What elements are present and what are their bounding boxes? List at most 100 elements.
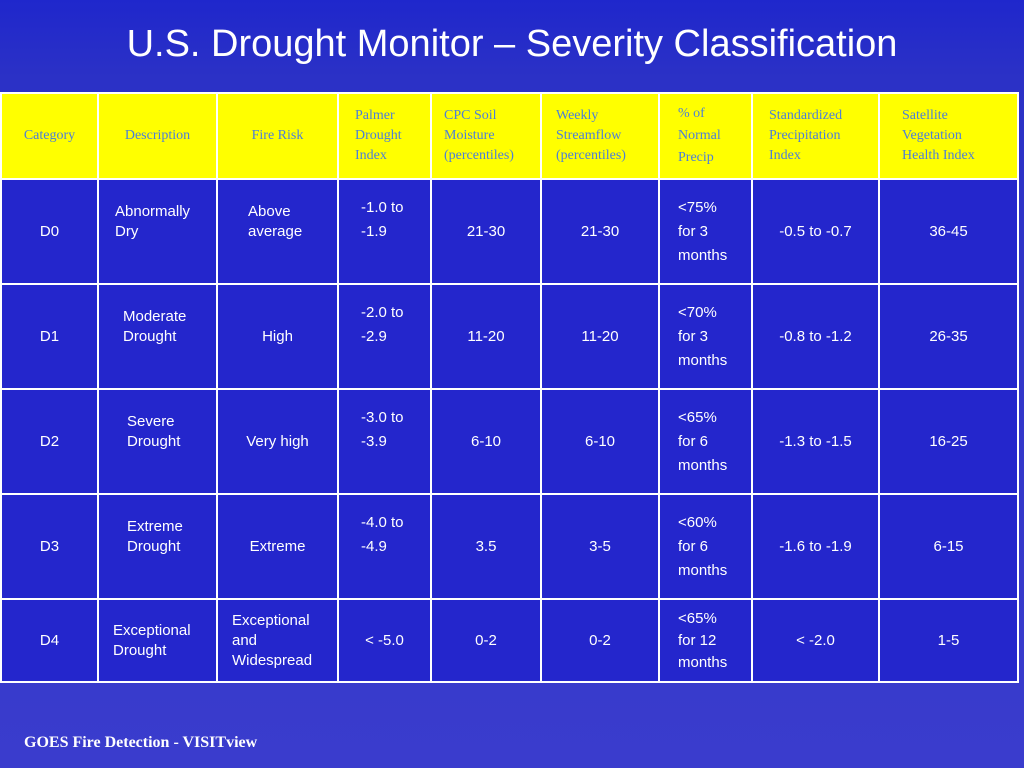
cell-spi: -0.8 to -1.2 — [751, 283, 880, 390]
cell-line: < -5.0 — [365, 631, 404, 649]
cell-soil-moisture: 0-2 — [430, 598, 542, 683]
header-line: (percentiles) — [556, 148, 626, 163]
cell-category: D2 — [0, 388, 99, 495]
cell-line: Dry — [115, 223, 139, 240]
cell-line: <65% — [678, 408, 717, 426]
cell-line: for 6 — [678, 432, 709, 450]
header-category: Category — [0, 92, 99, 180]
cell-vhi: 16-25 — [878, 388, 1019, 495]
cell-precip: <65% for 6 months — [658, 388, 753, 495]
cell-line: -1.9 — [361, 223, 387, 240]
slide-title: U.S. Drought Monitor – Severity Classifi… — [126, 23, 898, 65]
cell-category: D4 — [0, 598, 99, 683]
header-weekly-streamflow: Weekly Streamflow (percentiles) — [540, 92, 660, 180]
header-line: Streamflow — [556, 128, 622, 143]
cell-line: Exceptional — [113, 621, 191, 639]
cell-category: D0 — [0, 178, 99, 285]
cell-palmer: -2.0 to -2.9 — [337, 283, 432, 390]
cell-line: Drought — [123, 328, 177, 345]
cell-line: <65% — [678, 609, 717, 627]
cell-fire-risk: High — [216, 283, 339, 390]
cell-precip: <70% for 3 months — [658, 283, 753, 390]
cell-category: D1 — [0, 283, 99, 390]
cell-line: months — [678, 653, 728, 671]
cell-line: months — [678, 246, 728, 264]
cell-fire-risk: Extreme — [216, 493, 339, 600]
cell-line: Drought — [113, 641, 167, 659]
cell-line: <75% — [678, 198, 717, 216]
cell-vhi: 6-15 — [878, 493, 1019, 600]
cell-palmer: -3.0 to -3.9 — [337, 388, 432, 495]
cell-line: Severe — [127, 413, 175, 430]
cell-fire-risk: Above average — [216, 178, 339, 285]
cell-spi: < -2.0 — [751, 598, 880, 683]
header-line: Weekly — [556, 108, 599, 123]
cell-fire-risk: Exceptional and Widespread — [216, 598, 339, 683]
header-line: Precip — [678, 150, 714, 165]
header-fire-risk: Fire Risk — [216, 92, 339, 180]
header-line: Health Index — [902, 148, 975, 163]
cell-line: Moderate — [123, 308, 187, 325]
cell-line: for 12 — [678, 631, 717, 649]
cell-line: -3.9 — [361, 433, 387, 450]
cell-line: Extreme — [249, 537, 306, 555]
cell-streamflow: 3-5 — [540, 493, 660, 600]
cell-line: High — [262, 327, 293, 345]
header-line: Index — [769, 148, 801, 163]
cell-spi: -0.5 to -0.7 — [751, 178, 880, 285]
header-standardized-precipitation-index: Standardized Precipitation Index — [751, 92, 880, 180]
cell-line: for 3 — [678, 222, 709, 240]
cell-soil-moisture: 11-20 — [430, 283, 542, 390]
header-percent-normal-precip: % of Normal Precip — [658, 92, 753, 180]
header-line: (percentiles) — [444, 148, 514, 163]
cell-palmer: < -5.0 — [337, 598, 432, 683]
table-row: D2 Severe Drought Very high -3.0 to -3.9… — [0, 388, 1019, 495]
header-description: Description — [97, 92, 218, 180]
slide-footer: GOES Fire Detection - VISITview — [24, 734, 258, 751]
cell-palmer: -1.0 to -1.9 — [337, 178, 432, 285]
cell-line: Very high — [246, 432, 309, 450]
cell-category: D3 — [0, 493, 99, 600]
cell-description: Exceptional Drought — [97, 598, 218, 683]
cell-line: -4.0 to — [361, 514, 404, 531]
header-line: CPC Soil — [444, 108, 497, 123]
header-palmer-drought-index: Palmer Drought Index — [337, 92, 432, 180]
header-line: Index — [355, 148, 387, 163]
cell-line: -2.9 — [361, 328, 387, 345]
cell-vhi: 1-5 — [878, 598, 1019, 683]
cell-line: average — [248, 223, 303, 240]
cell-line: -2.0 to — [361, 304, 404, 321]
cell-soil-moisture: 21-30 — [430, 178, 542, 285]
cell-line: Exceptional — [232, 611, 310, 629]
header-line: Normal — [678, 128, 721, 143]
table-row: D4 Exceptional Drought Exceptional and W… — [0, 598, 1019, 683]
cell-streamflow: 0-2 — [540, 598, 660, 683]
cell-spi: -1.3 to -1.5 — [751, 388, 880, 495]
cell-description: Severe Drought — [97, 388, 218, 495]
cell-precip: <65% for 12 months — [658, 598, 753, 683]
cell-soil-moisture: 3.5 — [430, 493, 542, 600]
table-row: D0 Abnormally Dry Above average -1.0 to … — [0, 178, 1019, 285]
header-line: Drought — [355, 128, 402, 143]
cell-line: months — [678, 351, 728, 369]
cell-line: months — [678, 456, 728, 474]
cell-line: <60% — [678, 513, 717, 531]
cell-line: -1.0 to — [361, 199, 404, 216]
cell-line: and — [232, 631, 258, 649]
cell-vhi: 26-35 — [878, 283, 1019, 390]
header-cpc-soil-moisture: CPC Soil Moisture (percentiles) — [430, 92, 542, 180]
cell-line: Extreme — [127, 518, 183, 535]
header-line: % of — [678, 106, 705, 121]
cell-line: -3.0 to — [361, 409, 404, 426]
cell-precip: <60% for 6 months — [658, 493, 753, 600]
cell-spi: -1.6 to -1.9 — [751, 493, 880, 600]
header-line: Palmer — [355, 108, 395, 123]
cell-line: Drought — [127, 433, 181, 450]
cell-line: Drought — [127, 538, 181, 555]
table-header-row: Category Description Fire Risk Palmer Dr… — [0, 92, 1019, 180]
header-line: Precipitation — [769, 128, 841, 143]
cell-line: Abnormally — [115, 203, 191, 220]
header-line: Moisture — [444, 128, 495, 143]
cell-fire-risk: Very high — [216, 388, 339, 495]
header-satellite-vegetation-health-index: Satellite Vegetation Health Index — [878, 92, 1019, 180]
